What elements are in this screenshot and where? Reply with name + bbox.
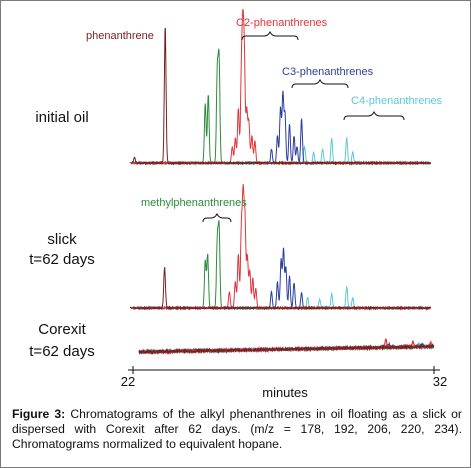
panel-label-corexit-time: t=62 days: [29, 343, 94, 360]
trace-panel-0-c2: [132, 8, 432, 166]
panel-label-corexit: Corexit: [38, 321, 86, 338]
trace-panel-1-c3: [132, 247, 432, 311]
annotation-c3: C3-phenanthrenes: [282, 66, 374, 78]
annotation-methyl: methylphenanthrenes: [141, 197, 247, 209]
annotation-phenanthrene: phenanthrene: [86, 30, 154, 42]
x-axis-label: minutes: [262, 385, 308, 400]
brace-c4: [343, 110, 405, 121]
trace-panel-1-phenanthrene: [129, 267, 432, 311]
panel-label-slick: slick: [47, 231, 77, 248]
panel-label-initial-oil: initial oil: [35, 109, 88, 126]
chromatogram-chart: initial oil slick t=62 days Corexit t=62…: [29, 8, 447, 400]
trace-panel-1-c4: [132, 285, 431, 311]
trace-panel-0-c4: [132, 136, 432, 166]
brace-c2: [241, 30, 299, 41]
figure-caption: Figure 3: Chromatograms of the alkyl phe…: [12, 407, 462, 453]
x-tick-label-22: 22: [121, 374, 135, 389]
brace-methyl: [202, 212, 232, 223]
panel-label-slick-time: t=62 days: [29, 251, 94, 268]
trace-panel-0-phenanthrene: [129, 28, 432, 166]
brace-c3: [291, 78, 349, 89]
caption-label: Figure 3:: [12, 407, 66, 421]
trace-panel-2-phenanthrene: [138, 343, 435, 355]
annotation-c2: C2-phenanthrenes: [236, 17, 328, 29]
x-tick-label-32: 32: [433, 374, 447, 389]
caption-text: Chromatograms of the alkyl phenanthrenes…: [12, 407, 462, 452]
chromatogram-traces: [129, 8, 435, 356]
annotation-c4: C4-phenanthrenes: [351, 95, 443, 107]
